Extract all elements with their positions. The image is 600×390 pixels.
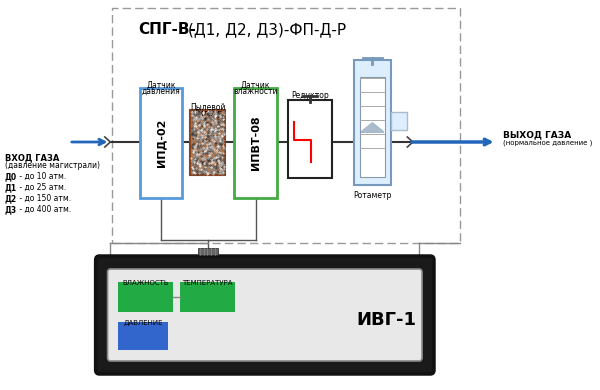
Text: - до 25 атм.: - до 25 атм. (17, 183, 66, 192)
Text: ВЫХОД ГАЗА: ВЫХОД ГАЗА (503, 130, 571, 139)
Text: Редуктор: Редуктор (291, 91, 329, 100)
Text: (давление магистрали): (давление магистрали) (5, 161, 100, 170)
Text: Фильтр: Фильтр (193, 109, 223, 118)
Text: Ротаметр: Ротаметр (353, 191, 392, 200)
Text: ДАВЛЕНИЕ: ДАВЛЕНИЕ (123, 320, 163, 326)
Text: Д3: Д3 (5, 205, 17, 214)
FancyBboxPatch shape (198, 248, 218, 255)
Text: ТЕМПЕРАТУРА: ТЕМПЕРАТУРА (182, 280, 233, 286)
Text: ИПД-02: ИПД-02 (156, 119, 166, 167)
Text: Д0: Д0 (5, 172, 17, 181)
Text: Д2: Д2 (5, 194, 17, 203)
Text: СПГ-В-: СПГ-В- (138, 22, 196, 37)
Text: - до 400 атм.: - до 400 атм. (17, 205, 71, 214)
FancyBboxPatch shape (112, 8, 460, 243)
Text: давления: давления (142, 87, 180, 96)
FancyBboxPatch shape (95, 256, 434, 374)
FancyBboxPatch shape (354, 60, 391, 185)
FancyBboxPatch shape (235, 88, 277, 198)
Text: Д1: Д1 (5, 183, 17, 192)
Text: (нормальное давление ): (нормальное давление ) (503, 139, 592, 145)
Text: Пылевой: Пылевой (190, 103, 226, 112)
FancyBboxPatch shape (118, 282, 173, 312)
Text: (Д1, Д2, Д3)-ФП-Д-Р: (Д1, Д2, Д3)-ФП-Д-Р (188, 22, 347, 37)
Text: - до 150 атм.: - до 150 атм. (17, 194, 71, 203)
FancyBboxPatch shape (288, 100, 332, 178)
Text: - до 10 атм.: - до 10 атм. (17, 172, 66, 181)
FancyBboxPatch shape (107, 269, 422, 361)
FancyBboxPatch shape (190, 110, 225, 175)
FancyBboxPatch shape (140, 88, 182, 198)
FancyBboxPatch shape (359, 77, 385, 177)
FancyBboxPatch shape (180, 282, 235, 312)
Text: Датчик: Датчик (241, 81, 271, 90)
FancyBboxPatch shape (118, 322, 168, 350)
Text: влажности: влажности (233, 87, 278, 96)
FancyBboxPatch shape (391, 112, 407, 130)
Text: Датчик: Датчик (146, 81, 176, 90)
Text: ИВГ-1: ИВГ-1 (357, 311, 417, 329)
Text: ИПВТ-08: ИПВТ-08 (251, 116, 260, 170)
Text: ВХОД ГАЗА: ВХОД ГАЗА (5, 153, 59, 162)
Text: ВЛАЖНОСТЬ: ВЛАЖНОСТЬ (122, 280, 169, 286)
Polygon shape (361, 123, 383, 132)
